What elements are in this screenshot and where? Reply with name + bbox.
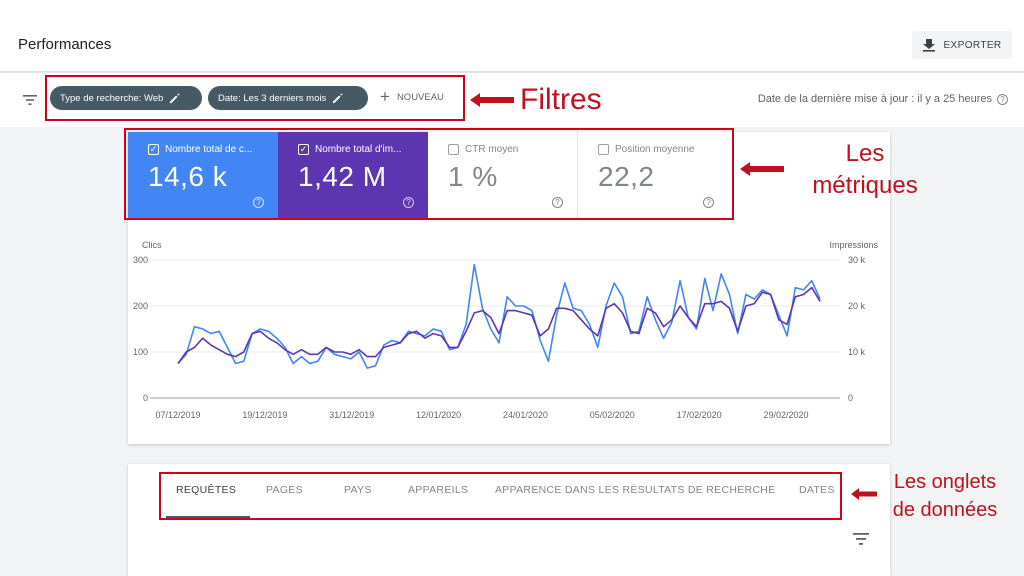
search-type-chip-label: Type de recherche: Web [60,92,164,104]
metric-value: 1 % [448,161,498,192]
help-icon[interactable]: ? [552,197,563,208]
left-axis-tick-label: 300 [133,255,148,265]
left-axis-tick-label: 100 [133,347,148,357]
annotation-metrics-line1: Les [845,140,885,167]
metric-label: Position moyenne [615,144,695,155]
export-button[interactable]: EXPORTER [912,31,1012,59]
last-update-text: Date de la dernière mise à jour : il y a… [757,93,992,105]
series-line-clics [177,263,821,369]
checkbox-checked-icon[interactable]: ✓ [298,144,309,155]
metric-total-clicks[interactable]: ✓ Nombre total de c... 14,6 k ? [128,132,278,220]
x-axis-tick-label: 29/02/2020 [763,410,808,420]
filter-rows-icon[interactable] [852,532,870,546]
data-tabs-card: REQUÊTES PAGES PAYS APPAREILS APPARENCE … [128,464,890,576]
series-line-impressions [177,286,821,364]
filter-icon[interactable] [22,92,38,108]
metric-value: 14,6 k [148,161,228,192]
new-filter-button[interactable]: + NOUVEAU [380,87,444,106]
tab-countries[interactable]: PAYS [344,484,372,496]
annotation-metrics: Les métriques [790,138,940,202]
new-filter-label: NOUVEAU [396,91,444,103]
top-header: Performances EXPORTER [0,0,1024,72]
tab-queries[interactable]: REQUÊTES [176,484,237,496]
help-icon[interactable]: ? [253,197,264,208]
tab-search-appearance[interactable]: APPARENCE DANS LES RÉSULTATS DE RECHERCH… [495,484,776,496]
help-icon[interactable]: ? [403,197,414,208]
active-tab-indicator [166,516,250,518]
metric-value: 22,2 [598,161,655,192]
left-axis-label: Clics [142,240,162,250]
annotation-tabs-line1: Les onglets [893,471,997,493]
right-axis-tick-label: 30 k [848,255,866,265]
help-icon[interactable]: ? [703,197,714,208]
metric-average-position[interactable]: Position moyenne 22,2 ? [578,132,728,220]
tab-pages[interactable]: PAGES [266,484,303,496]
metric-label: Nombre total d'im... [315,144,402,155]
edit-pencil-icon [170,92,180,103]
left-axis-tick-label: 0 [143,393,148,403]
annotation-metrics-line2: métriques [812,172,918,199]
filter-bar: Type de recherche: Web Date: Les 3 derni… [0,73,1024,127]
download-icon [923,39,936,52]
right-axis-tick-label: 10 k [848,347,866,357]
filters-highlight-box [45,75,465,121]
x-axis-tick-label: 07/12/2019 [155,410,200,420]
annotation-tabs: Les onglets de données [880,468,1010,524]
annotation-tabs-line2: de données [892,499,998,521]
annotation-filters: Filtres [520,83,602,116]
edit-pencil-icon [333,92,343,103]
x-axis-tick-label: 17/02/2020 [677,410,722,420]
tabs-highlight-box [159,472,842,520]
performance-line-chart: 300 30 k 200 20 k 100 10 k 0 0 Clics Impressions 0… [133,240,879,420]
tab-devices[interactable]: APPAREILS [408,484,469,496]
date-range-chip-label: Date: Les 3 derniers mois [218,92,327,104]
x-axis-tick-label: 24/01/2020 [503,410,548,420]
date-range-chip[interactable]: Date: Les 3 derniers mois [208,86,368,110]
metric-value: 1,42 M [298,161,387,192]
x-axis-tick-label: 31/12/2019 [329,410,374,420]
last-update-info: Date de la dernière mise à jour : il y a… [758,93,1008,105]
right-axis-tick-label: 0 [848,393,853,403]
arrow-left-icon [740,162,784,176]
left-axis-tick-label: 200 [133,301,148,311]
performance-card: ✓ Nombre total de c... 14,6 k ? ✓ Nombre t… [128,132,890,444]
x-axis-tick-label: 19/12/2019 [242,410,287,420]
metric-average-ctr[interactable]: CTR moyen 1 % ? [428,132,578,220]
metric-label: CTR moyen [465,144,519,155]
tab-dates[interactable]: DATES [799,484,835,496]
search-type-chip[interactable]: Type de recherche: Web [50,86,202,110]
page-title: Performances [18,36,112,53]
checkbox-checked-icon[interactable]: ✓ [148,144,159,155]
plus-icon: + [380,87,390,106]
checkbox-unchecked-icon[interactable] [448,144,459,155]
arrow-left-icon [470,93,514,107]
metric-total-impressions[interactable]: ✓ Nombre total d'im... 1,42 M ? [278,132,428,220]
metrics-highlight-box [124,128,734,220]
metric-label: Nombre total de c... [165,144,253,155]
x-axis-tick-label: 05/02/2020 [590,410,635,420]
x-axis-tick-label: 12/01/2020 [416,410,461,420]
checkbox-unchecked-icon[interactable] [598,144,609,155]
arrow-left-icon [851,488,877,500]
help-icon[interactable]: ? [997,93,1008,105]
right-axis-tick-label: 20 k [848,301,866,311]
right-axis-label: Impressions [829,240,878,250]
export-label: EXPORTER [943,39,1002,51]
